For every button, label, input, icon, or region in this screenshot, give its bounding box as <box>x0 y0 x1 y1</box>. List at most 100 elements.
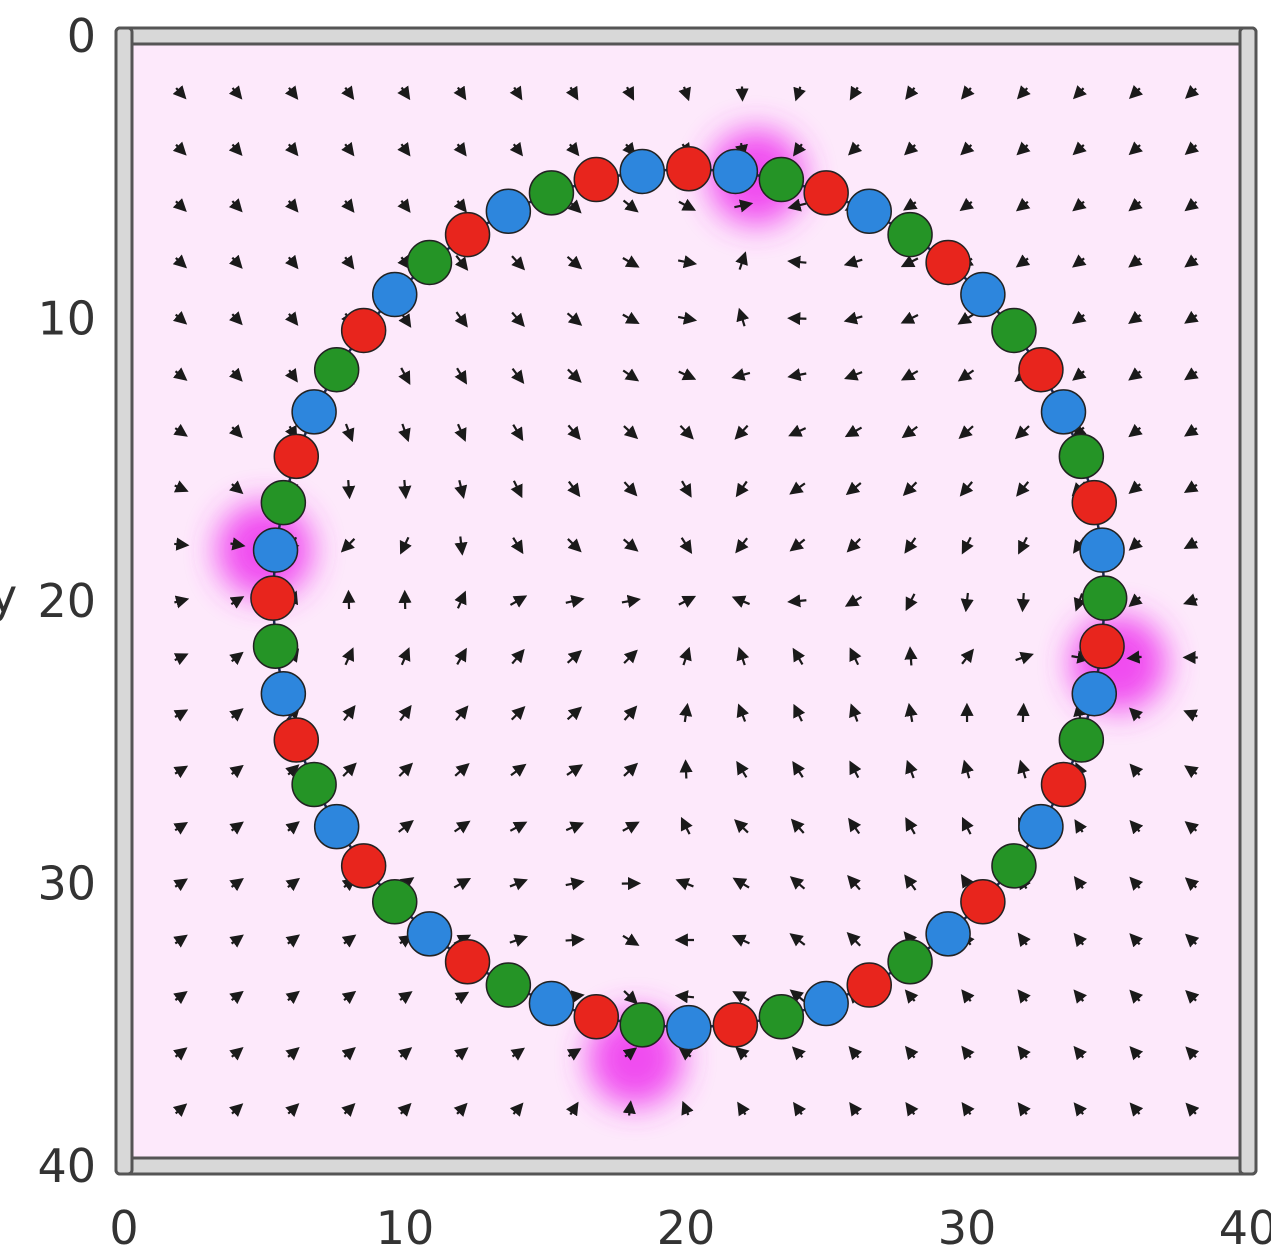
field-arrow <box>229 651 244 666</box>
field-arrow <box>453 141 467 157</box>
ring-bead <box>1040 761 1087 808</box>
field-arrow <box>736 703 750 722</box>
field-arrow <box>905 1101 919 1117</box>
field-arrow <box>792 761 805 778</box>
ring-bead <box>758 994 805 1040</box>
field-arrow <box>844 368 863 381</box>
field-arrow <box>1184 85 1200 99</box>
field-arrow <box>397 198 411 213</box>
field-arrow <box>1015 197 1031 212</box>
field-arrow <box>565 1101 579 1117</box>
field-arrow <box>172 198 187 213</box>
field-arrow <box>678 595 697 608</box>
field-arrow <box>566 312 583 326</box>
field-arrow <box>228 311 243 326</box>
field-arrow <box>623 762 639 777</box>
y-tick-label: 20 <box>37 574 96 628</box>
field-arrow <box>957 311 975 325</box>
field-arrow <box>398 820 414 834</box>
field-arrow <box>789 876 806 890</box>
ring-bead <box>666 146 712 192</box>
field-arrow <box>1129 1046 1144 1061</box>
ring-bead <box>1058 433 1105 480</box>
field-arrow <box>678 198 696 211</box>
field-arrow <box>398 762 414 777</box>
field-arrow <box>849 703 862 722</box>
field-arrow <box>731 368 751 381</box>
ring-bead <box>485 962 532 1008</box>
field-arrow <box>566 1048 582 1061</box>
field-arrow <box>454 255 469 271</box>
field-arrow <box>1126 650 1142 664</box>
y-axis-label: y <box>0 569 17 623</box>
field-arrow <box>1185 990 1200 1004</box>
field-arrow <box>787 368 807 382</box>
field-arrow <box>174 537 190 551</box>
field-arrow <box>454 1047 469 1061</box>
ring-bead <box>803 980 849 1027</box>
field-arrow <box>787 594 807 608</box>
field-arrow <box>677 311 698 325</box>
field-arrow <box>229 708 244 722</box>
field-arrow <box>1015 651 1034 665</box>
field-arrow <box>510 763 527 777</box>
field-arrow <box>342 704 356 722</box>
field-arrow <box>959 481 974 497</box>
bead-ring <box>250 146 1128 1051</box>
field-arrow <box>397 1102 412 1117</box>
field-arrow <box>788 424 807 437</box>
field-arrow <box>341 198 355 213</box>
field-arrow <box>284 368 298 383</box>
field-arrow <box>567 424 581 441</box>
field-arrow <box>172 85 187 100</box>
ring-bead <box>573 994 620 1040</box>
field-arrow <box>846 931 862 947</box>
field-arrow <box>1072 254 1087 268</box>
field-arrow <box>285 141 299 157</box>
field-arrow <box>960 85 975 100</box>
x-axis-ticks: 0 10 20 30 40 <box>109 1201 1271 1255</box>
field-arrow <box>173 765 189 779</box>
field-arrow <box>622 538 639 552</box>
field-arrow <box>454 590 467 609</box>
ring-bead <box>925 239 971 286</box>
y-tick-label: 40 <box>37 1139 96 1193</box>
field-arrow <box>509 141 524 157</box>
field-arrow <box>622 1047 638 1061</box>
field-arrow <box>398 423 411 443</box>
field-arrow <box>397 1047 413 1061</box>
field-arrow <box>1183 536 1199 549</box>
field-arrow <box>1128 423 1143 438</box>
field-arrow <box>787 198 807 212</box>
ring-bead <box>444 211 491 258</box>
ring-bead <box>960 271 1006 318</box>
field-arrow <box>1129 1102 1144 1117</box>
field-arrow <box>961 989 975 1004</box>
field-arrow <box>734 199 754 213</box>
field-arrow <box>397 141 411 157</box>
field-arrow <box>847 875 861 891</box>
field-arrow <box>1128 85 1144 100</box>
field-arrow <box>736 307 750 327</box>
field-arrow <box>1128 480 1143 494</box>
field-arrow <box>904 1045 919 1061</box>
field-arrow <box>1017 1102 1031 1117</box>
ring-bead <box>273 717 320 763</box>
x-tick-label: 10 <box>376 1201 435 1255</box>
field-arrow <box>285 821 300 835</box>
y-tick-label: 0 <box>67 9 96 63</box>
ring-bead <box>371 271 418 318</box>
field-arrow <box>622 311 640 324</box>
field-arrow <box>732 877 750 891</box>
field-arrow <box>567 368 582 383</box>
field-arrow <box>1184 367 1199 381</box>
field-arrow <box>1183 480 1199 493</box>
field-arrow <box>961 536 974 555</box>
field-arrow <box>1128 254 1143 268</box>
field-arrow <box>454 367 468 385</box>
ring-bead <box>1018 346 1064 393</box>
field-arrow <box>1017 989 1031 1004</box>
field-arrow <box>958 425 974 439</box>
field-arrow <box>341 1102 356 1117</box>
ring-bead <box>260 670 307 717</box>
